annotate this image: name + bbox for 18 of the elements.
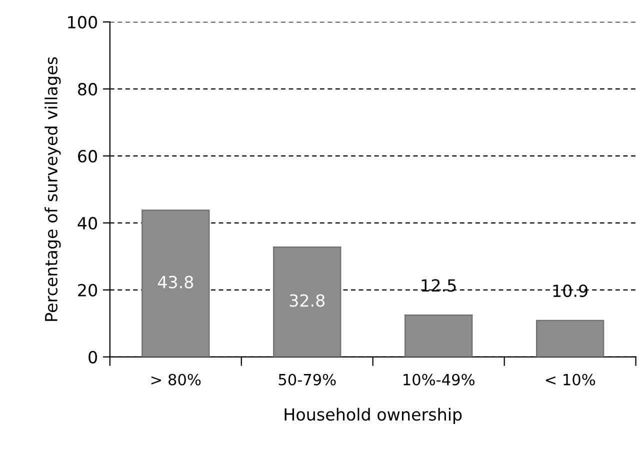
x-tick-label: > 80% xyxy=(151,374,201,386)
bar xyxy=(273,246,342,357)
y-axis-title: Percentage of surveyed villages xyxy=(44,57,61,321)
bar xyxy=(142,210,210,357)
x-tick-label: 50-79% xyxy=(278,374,336,386)
data-label: 43.8 xyxy=(158,276,194,288)
y-tick-label: 0 xyxy=(88,350,97,364)
x-tick-label: 10%-49% xyxy=(404,374,474,386)
y-tick-label: 60 xyxy=(78,150,97,162)
bar xyxy=(404,314,473,357)
y-tick-label: 100 xyxy=(68,16,97,29)
x-tick-label: < 10% xyxy=(546,374,596,386)
x-axis-title: Household ownership xyxy=(284,408,462,424)
y-tick-label: 40 xyxy=(78,216,97,230)
y-tick-label: 20 xyxy=(78,284,97,296)
data-label: 32.8 xyxy=(290,294,325,307)
y-tick-label: 80 xyxy=(78,82,97,96)
bar xyxy=(536,320,604,357)
